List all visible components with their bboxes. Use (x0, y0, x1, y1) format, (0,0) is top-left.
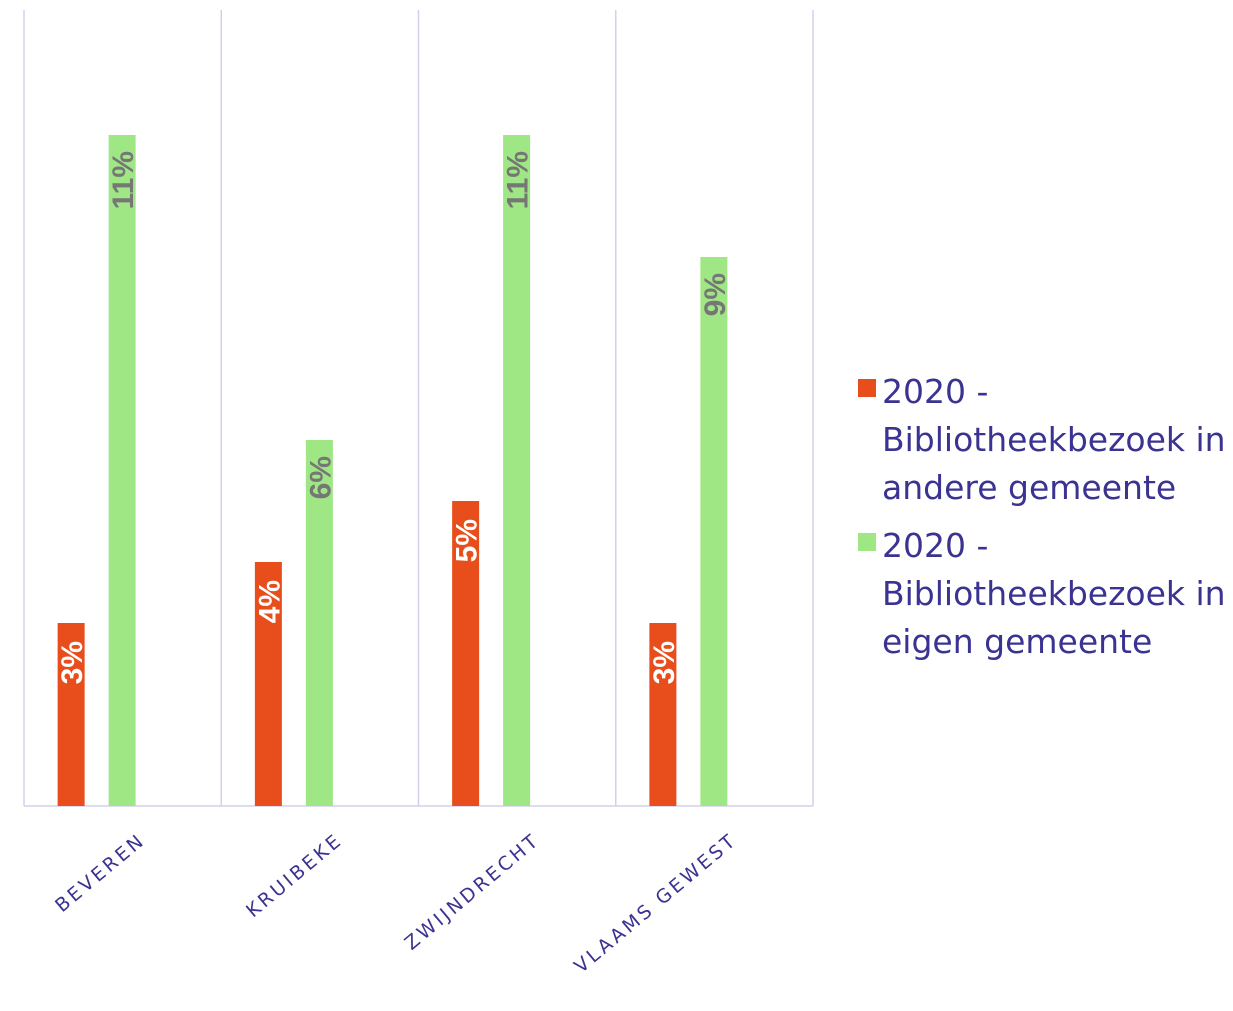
bar-vlaams-gewest-series-0 (649, 623, 677, 806)
bar-zwijndrecht-series-1 (503, 135, 531, 806)
x-tick-label: KRUIBEKE (242, 829, 347, 922)
legend-label-eigen-gemeente: 2020 - Bibliotheekbezoek in eigen gemeen… (882, 526, 1226, 661)
bar-beveren-series-0 (57, 623, 85, 806)
legend-swatch-andere-gemeente (858, 379, 876, 397)
data-label: 4% (253, 580, 286, 623)
legend-swatch-eigen-gemeente (858, 533, 876, 551)
data-label: 11% (107, 151, 140, 209)
x-tick-label: BEVEREN (51, 829, 150, 917)
chart-legend: 2020 - Bibliotheekbezoek in andere gemee… (858, 368, 1228, 676)
bar-kruibeke-series-1 (305, 440, 333, 806)
x-tick-label: VLAAMS GEWEST (570, 829, 741, 978)
data-label: 11% (502, 151, 535, 209)
bar-kruibeke-series-0 (254, 562, 282, 806)
legend-label-andere-gemeente: 2020 - Bibliotheekbezoek in andere gemee… (882, 372, 1226, 507)
data-label: 3% (648, 641, 681, 684)
data-label: 5% (451, 519, 484, 562)
bar-beveren-series-1 (108, 135, 136, 806)
data-label: 3% (56, 641, 89, 684)
data-label: 6% (304, 456, 337, 499)
legend-item-andere-gemeente: 2020 - Bibliotheekbezoek in andere gemee… (858, 368, 1228, 512)
x-tick-label: ZWIJNDRECHT (401, 829, 545, 955)
legend-item-eigen-gemeente: 2020 - Bibliotheekbezoek in eigen gemeen… (858, 522, 1228, 666)
data-label: 9% (699, 273, 732, 316)
bar-vlaams-gewest-series-1 (700, 257, 728, 806)
bar-zwijndrecht-series-0 (452, 501, 480, 806)
